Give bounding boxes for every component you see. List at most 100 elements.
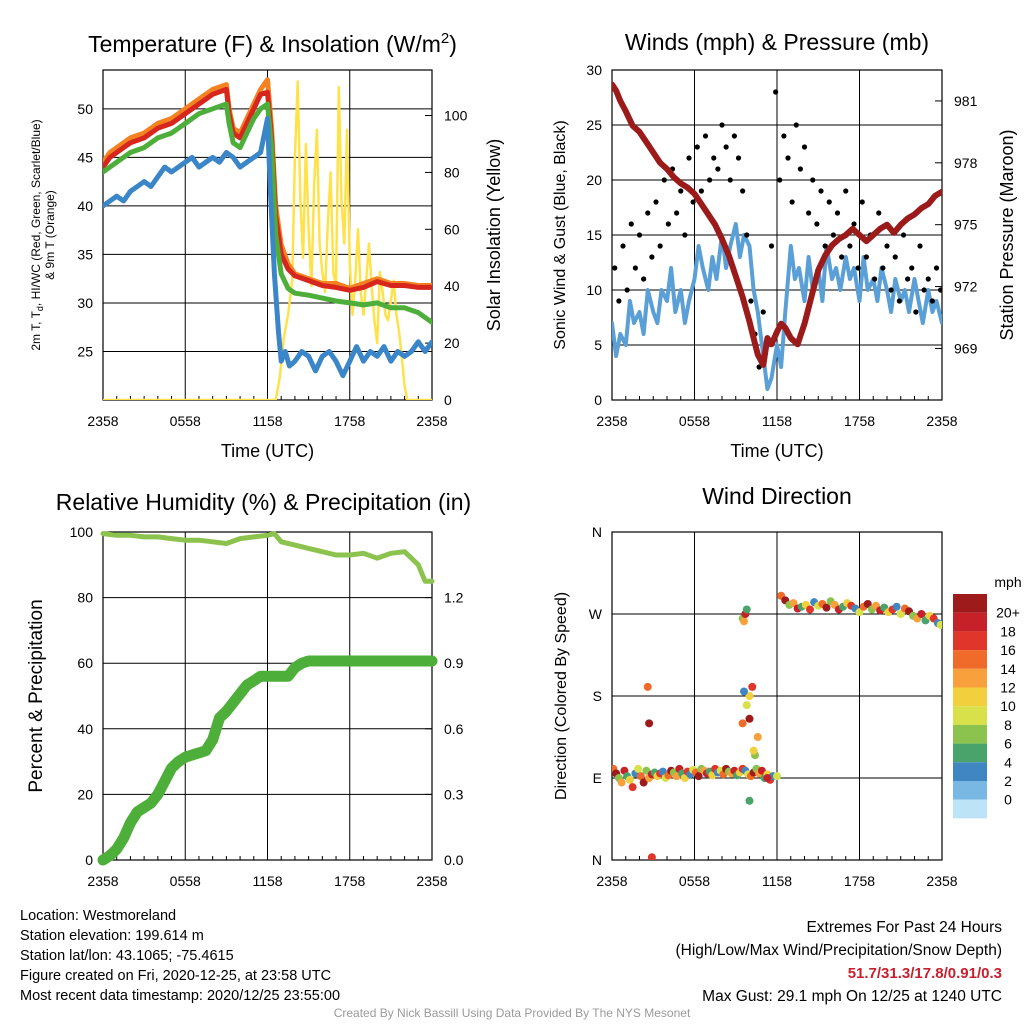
colorbar-swatch (953, 781, 987, 800)
extremes-values: 51.7/31.3/17.8/0.91/0.3 (847, 965, 1002, 982)
temperature-y-tick-label: 25 (77, 343, 93, 359)
winds-gust-point (872, 276, 878, 282)
humidity-title: Relative Humidity (%) & Precipitation (i… (56, 489, 471, 515)
humidity-y2-tick-label: 0.9 (444, 655, 464, 671)
colorbar-label: 18 (1000, 623, 1016, 639)
winds-title: Winds (mph) & Pressure (mb) (625, 29, 929, 55)
colorbar-swatch (953, 594, 987, 613)
winds-gust-point (645, 210, 651, 216)
winds-gust-point (748, 298, 754, 304)
temperature-y-tick-label: 30 (77, 295, 93, 311)
credit-line: Created By Nick Bassill Using Data Provi… (333, 1006, 691, 1020)
winds-gust-point (616, 298, 622, 304)
winds-y-tick-label: 10 (586, 282, 602, 298)
direction-point (694, 772, 703, 781)
direction-point (745, 714, 754, 723)
direction-y-tick-label: N (592, 524, 602, 540)
temperature-xlabel: Time (UTC) (221, 441, 314, 461)
colorbar-swatch (953, 706, 987, 725)
direction-x-tick-label: 2358 (596, 873, 627, 889)
winds-y2-tick-label: 981 (954, 93, 978, 109)
direction-point (647, 853, 656, 860)
humidity-frame (102, 531, 433, 861)
humidity-y-tick-label: 0 (85, 852, 93, 868)
direction-point (917, 610, 926, 618)
station-location: Location: Westmoreland (20, 908, 177, 924)
colorbar-swatch (953, 650, 987, 669)
winds-gust-point (938, 287, 942, 293)
winds-gust-point (678, 188, 684, 194)
winds-gust-point (929, 298, 935, 304)
station-info: Location: Westmoreland Station elevation… (20, 906, 340, 1006)
temperature-series-red (103, 86, 432, 293)
winds-gust-point (723, 144, 729, 150)
winds-gust-point (826, 199, 832, 205)
colorbar-swatch (953, 799, 987, 819)
winds-y-tick-label: 5 (594, 337, 602, 353)
direction-points (612, 591, 942, 860)
winds-gust-point (830, 232, 836, 238)
colorbar-label: 4 (1004, 754, 1012, 770)
humidity-y-tick-label: 60 (77, 655, 93, 671)
winds-gust-point (917, 243, 923, 249)
winds-gust-point (612, 265, 618, 271)
winds-gust-point (711, 155, 717, 161)
winds-gust-point (925, 276, 931, 282)
winds-y2-tick-label: 972 (954, 279, 978, 295)
direction-point (773, 772, 781, 781)
extremes-summary: Extremes For Past 24 Hours (High/Low/Max… (676, 916, 1003, 1008)
temperature-y2label: Solar Insolation (Yellow) (484, 139, 504, 331)
direction-point (745, 796, 754, 805)
winds-gust-point (859, 199, 865, 205)
colorbar-label: 20+ (996, 605, 1020, 621)
temperature-y2-tick-label: 0 (444, 392, 452, 408)
direction-point (740, 687, 748, 696)
winds-sonic-wind-line (612, 222, 942, 391)
winds-gust-point (773, 89, 779, 95)
winds-gust-point (657, 243, 663, 249)
winds-gust-point (781, 133, 787, 139)
winds-gust-point (851, 221, 857, 227)
colorbar-swatch (953, 668, 987, 688)
winds-gust-point (834, 210, 841, 216)
winds-gust-point (810, 177, 816, 183)
temperature-x-tick-label: 1158 (252, 413, 282, 429)
direction-x-tick-label: 0558 (679, 873, 710, 889)
direction-point (936, 620, 942, 629)
temperature-series-yellow (103, 80, 432, 400)
direction-point (636, 772, 645, 781)
winds-gust-point (884, 243, 890, 249)
humidity-rh-line (100, 531, 435, 584)
winds-gust-point (843, 188, 849, 194)
humidity-y-tick-label: 80 (77, 590, 93, 606)
winds-gust-point (785, 155, 791, 161)
humidity-x-tick-label: 0558 (170, 873, 201, 889)
humidity-series (97, 531, 438, 866)
winds-x-tick-label: 1758 (844, 413, 875, 429)
winds-gust-point (727, 177, 733, 183)
colorbar-label: 0 (1004, 792, 1012, 808)
direction-point (789, 599, 798, 608)
winds-ylabel: Sonic Wind & Gust (Blue, Black) (552, 120, 569, 349)
colorbar-swatch (953, 762, 987, 781)
direction-point (617, 778, 626, 787)
winds-gust-point (789, 199, 795, 205)
winds-gust-point (735, 155, 742, 161)
winds-gust-point (900, 232, 907, 238)
temperature-y2-tick-label: 80 (444, 164, 460, 180)
colorbar-swatch (953, 687, 987, 707)
winds-gust-point (682, 232, 688, 238)
temperature-series-blue (103, 116, 432, 379)
winds-x-tick-label: 0558 (679, 413, 710, 429)
colorbar-label: 8 (1004, 717, 1012, 733)
temperature-ylabel: 2m T, Td, HI/WC (Red, Green, Scarlet/Blu… (29, 119, 45, 350)
direction-point (863, 599, 872, 608)
direction-point (822, 603, 831, 612)
winds-gust-point (690, 199, 696, 205)
direction-ylabel: Direction (Colored By Speed) (553, 592, 570, 800)
direction-x-tick-label: 1158 (762, 873, 792, 889)
winds-gust-point (933, 265, 940, 271)
winds-y-tick-label: 15 (586, 227, 602, 243)
winds-x-tick-label: 2358 (926, 413, 957, 429)
